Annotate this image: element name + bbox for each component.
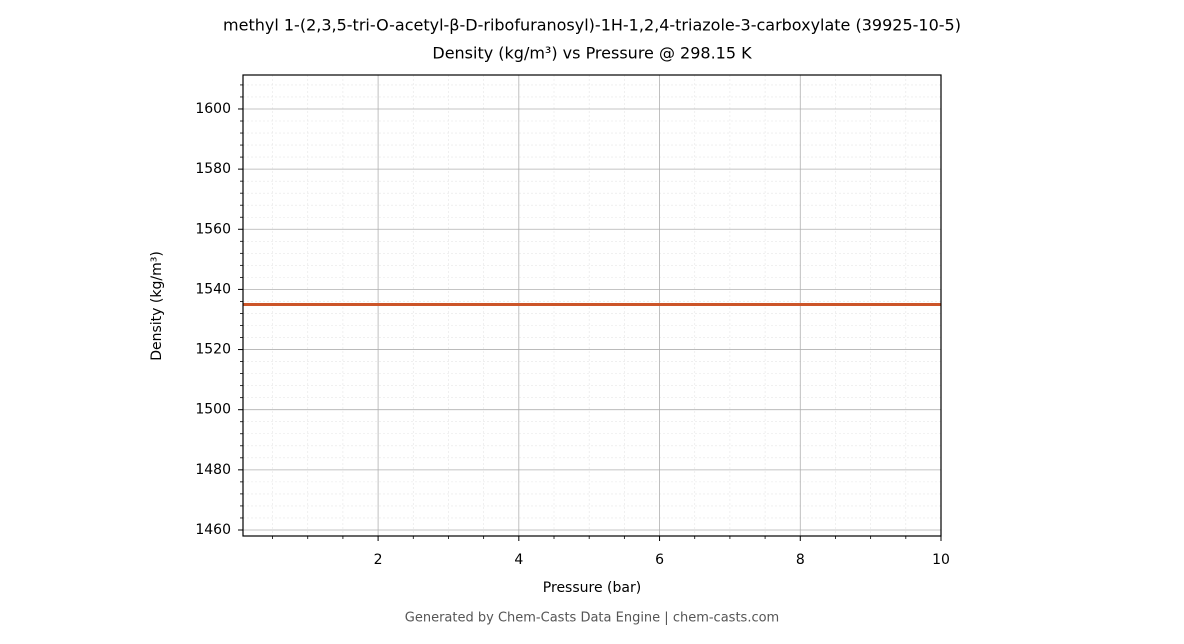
y-tick-label: 1560 [195,221,231,237]
chart-title: methyl 1-(2,3,5-tri-O-acetyl-β-D-ribofur… [223,16,961,35]
x-tick-label: 8 [796,552,805,568]
y-tick-label: 1500 [195,402,231,418]
x-tick-label: 4 [514,552,523,568]
x-axis-label: Pressure (bar) [543,580,641,596]
y-tick-label: 1600 [195,101,231,117]
y-tick-label: 1480 [195,462,231,478]
chart-subtitle: Density (kg/m³) vs Pressure @ 298.15 K [432,44,752,63]
y-tick-label: 1460 [195,522,231,538]
y-tick-label: 1580 [195,161,231,177]
x-tick-label: 2 [374,552,383,568]
x-tick-label: 10 [932,552,950,568]
y-tick-label: 1540 [195,281,231,297]
plot-frame [242,74,942,537]
y-axis-label: Density (kg/m³) [149,251,165,361]
x-tick-label: 6 [655,552,664,568]
y-tick-label: 1520 [195,342,231,358]
footer: Generated by Chem-Casts Data Engine | ch… [405,611,779,626]
